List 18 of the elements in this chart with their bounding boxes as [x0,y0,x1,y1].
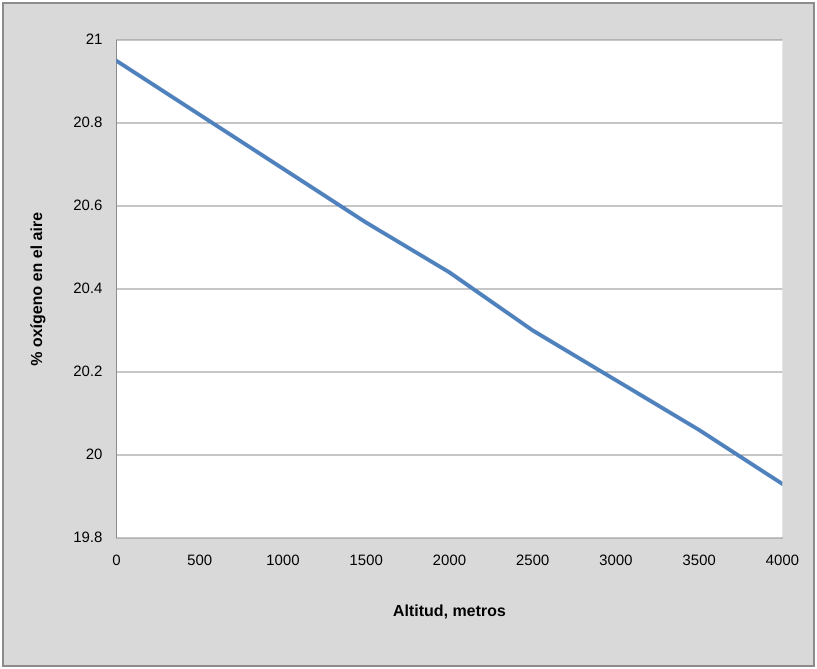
y-tick-label: 20 [86,446,102,463]
y-tick-label: 20.4 [73,280,102,298]
x-tick-label: 3500 [682,552,716,569]
x-tick-label: 0 [112,552,121,569]
x-tick-label: 3000 [599,552,633,569]
x-tick-label: 1500 [349,552,383,569]
y-axis-title: % oxígeno en el aire [29,212,46,366]
x-tick-label: 1000 [266,552,300,569]
x-tick-label: 2500 [516,552,550,569]
y-tick-label: 19.8 [73,528,102,546]
x-tick-label: 500 [187,552,212,569]
x-tick-label: 2000 [432,552,466,569]
y-tick-label: 20.8 [73,114,102,132]
y-tick-label: 20.2 [73,363,102,380]
y-tick-label: 20.6 [73,197,102,214]
x-axis-title: Altitud, metros [392,602,506,620]
x-tick-label: 4000 [766,552,800,569]
y-tick-label: 21 [86,31,102,48]
